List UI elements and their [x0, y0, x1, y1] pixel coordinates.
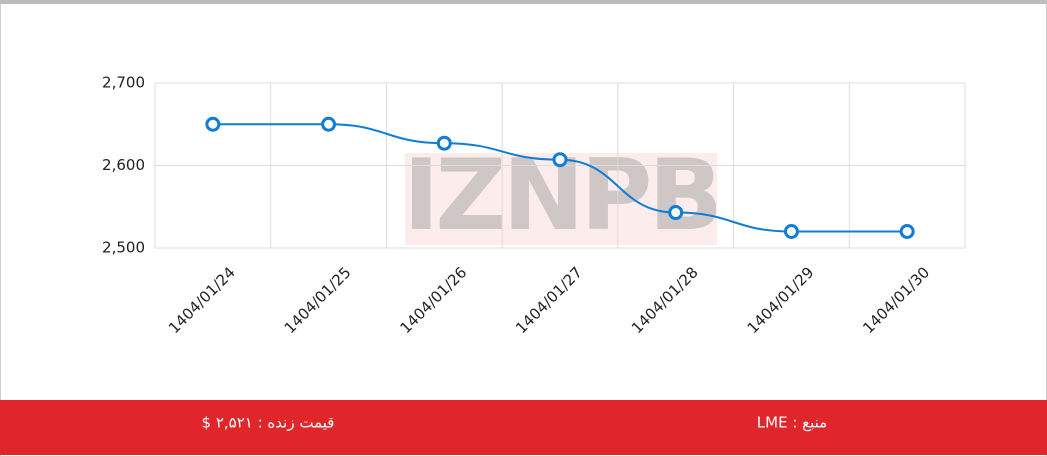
point [899, 224, 915, 239]
point [321, 116, 337, 132]
y-tick-label: 2,700 [102, 74, 145, 92]
top-bar [0, 0, 1047, 4]
footer-bar [0, 400, 1047, 455]
watermark-bg [405, 153, 717, 245]
y-tick-label: 2,600 [102, 156, 145, 174]
point [205, 116, 221, 132]
footer-price: قیمت زنده : ۲,۵۲۱ $ [202, 414, 335, 432]
point [552, 152, 568, 168]
y-tick-label: 2,500 [102, 239, 145, 257]
footer-source: منبع : LME [757, 414, 827, 432]
point [783, 224, 799, 239]
point [668, 205, 684, 221]
point [436, 135, 452, 151]
